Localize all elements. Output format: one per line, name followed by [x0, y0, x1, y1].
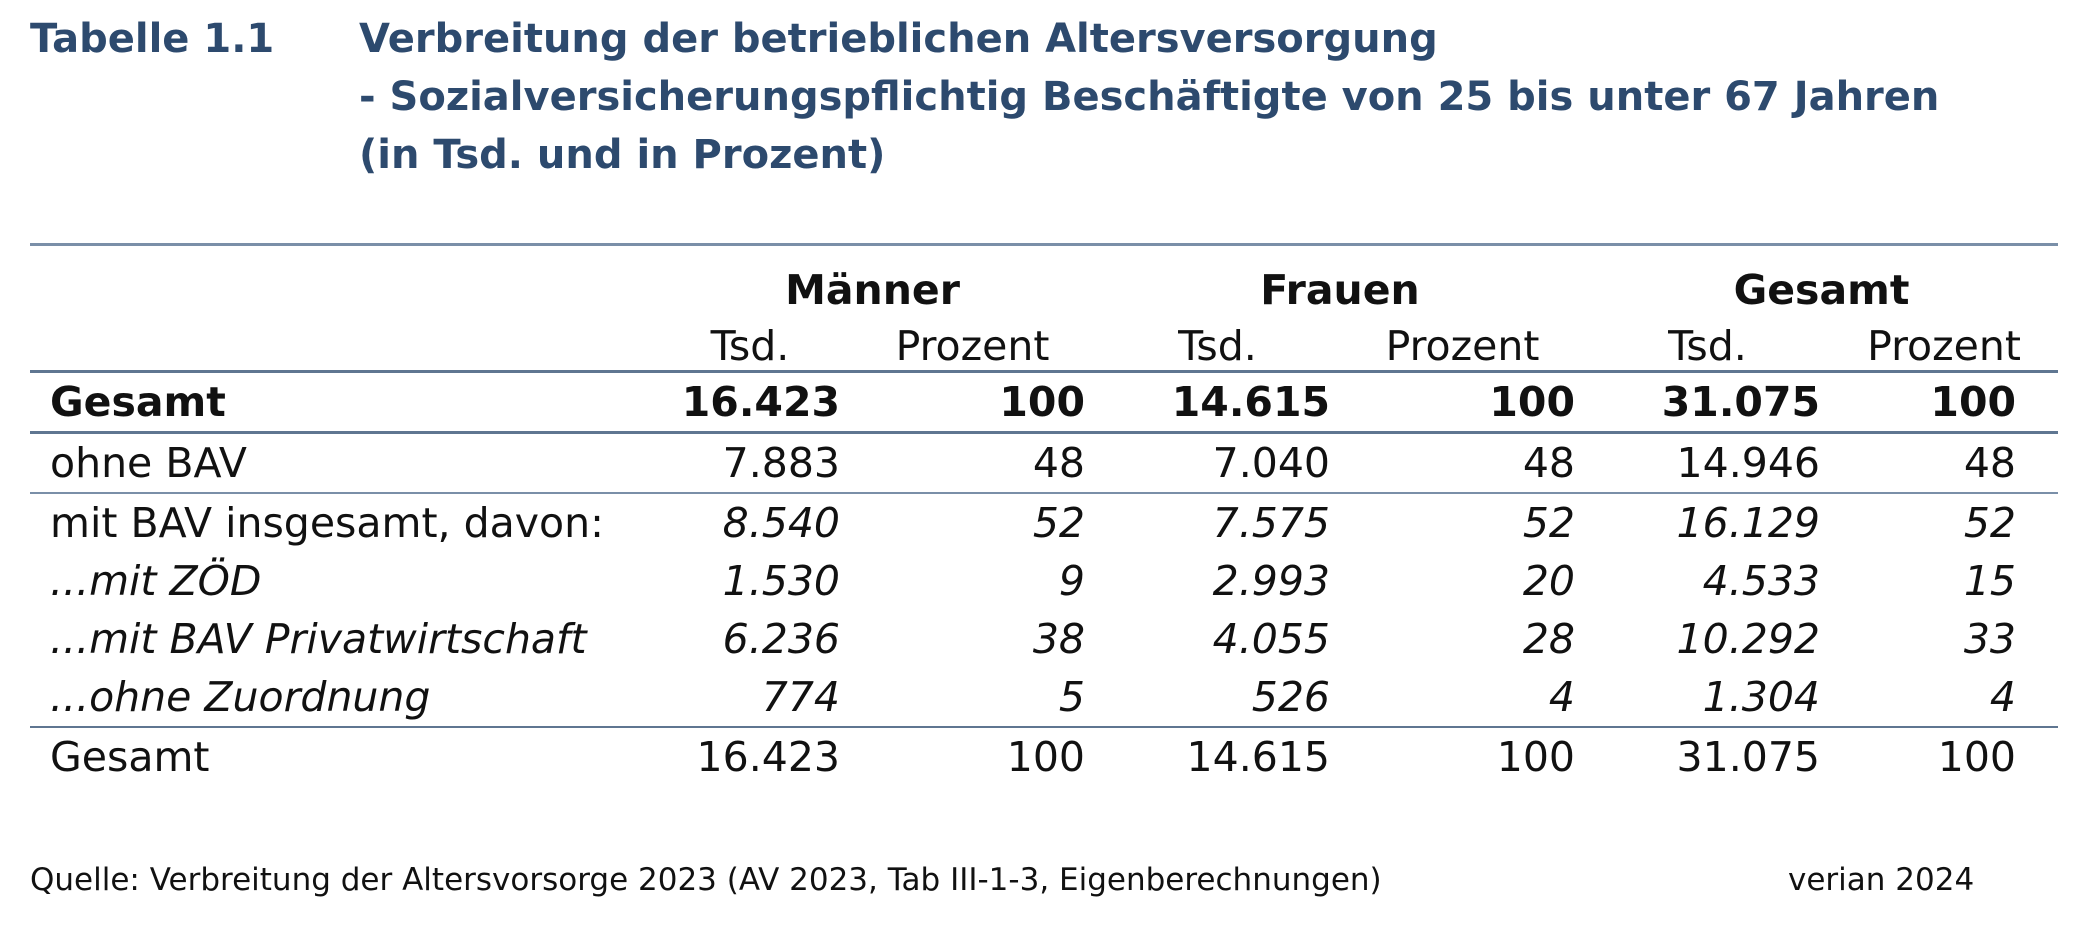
cell-value: 52 [1963, 499, 2017, 547]
table-title: Verbreitung der betrieblichen Altersvers… [359, 10, 1939, 184]
cell-value: 100 [1340, 371, 1585, 434]
subheader-prozent: Prozent [1830, 314, 2059, 373]
cell-value: 16.423 [696, 733, 840, 781]
group-header-maenner: Männer [650, 243, 1095, 314]
cell-value: 4.533 [1702, 557, 1820, 605]
cell-value: 2.993 [1212, 557, 1330, 605]
cell-value: 100 [1496, 733, 1575, 781]
title-line-1: Verbreitung der betrieblichen Altersvers… [359, 16, 1438, 62]
data-table: Männer Frauen Gesamt Tsd. Prozent Tsd. P… [30, 243, 2059, 786]
group-header-frauen: Frauen [1095, 243, 1585, 314]
table-row: ohne BAV 7.883 48 7.040 48 14.946 48 [30, 432, 2059, 494]
cell-value: 16.423 [650, 371, 850, 434]
cell-value: 4 [1830, 668, 2059, 728]
source-note: Quelle: Verbreitung der Altersvorsorge 2… [30, 862, 1382, 898]
cell-value: 774 [650, 668, 850, 728]
cell-value: 1.530 [722, 557, 840, 605]
title-line-3: (in Tsd. und in Prozent) [359, 132, 886, 178]
table-row: ...mit ZÖD 1.530 9 2.993 20 4.533 15 [30, 552, 2058, 610]
cell-value: 100 [1830, 371, 2059, 434]
cell-value: 14.615 [1095, 371, 1340, 434]
subheader-tsd: Tsd. [650, 314, 850, 373]
table-label: Tabelle 1.1 [30, 16, 275, 62]
row-label: Gesamt [50, 733, 210, 781]
sub-header-row: Tsd. Prozent Tsd. Prozent Tsd. Prozent [30, 314, 2059, 373]
cell-value: 48 [1340, 432, 1585, 494]
credit-note: verian 2024 [1788, 862, 1975, 898]
title-line-2: - Sozialversicherungspflichtig Beschäfti… [359, 74, 1940, 120]
row-label: ...mit BAV Privatwirtschaft [50, 615, 587, 663]
cell-value: 14.615 [1186, 733, 1330, 781]
subheader-tsd: Tsd. [1585, 314, 1830, 373]
cell-value: 48 [850, 432, 1095, 494]
row-label: ...mit ZÖD [50, 557, 262, 605]
cell-value: 33 [1963, 615, 2017, 663]
cell-value: 5 [850, 668, 1095, 728]
cell-value: 52 [1522, 499, 1575, 547]
data-table-container: Männer Frauen Gesamt Tsd. Prozent Tsd. P… [30, 243, 2059, 786]
cell-value: 100 [1006, 733, 1085, 781]
table-row: mit BAV insgesamt, davon: 8.540 52 7.575… [30, 493, 2058, 552]
row-label: ...ohne Zuordnung [30, 668, 650, 728]
cell-value: 1.304 [1585, 668, 1830, 728]
cell-value: 6.236 [722, 615, 840, 663]
cell-value: 14.946 [1585, 432, 1830, 494]
cell-value: 526 [1095, 668, 1340, 728]
table-row: ...mit BAV Privatwirtschaft 6.236 38 4.0… [30, 610, 2058, 668]
cell-value: 31.075 [1676, 733, 1820, 781]
subheader-tsd: Tsd. [1095, 314, 1340, 373]
group-header-row: Männer Frauen Gesamt [30, 243, 2059, 314]
cell-value: 4.055 [1212, 615, 1330, 663]
cell-value: 100 [1937, 733, 2017, 781]
row-label: ohne BAV [30, 432, 650, 494]
table-row: ...ohne Zuordnung 774 5 526 4 1.304 4 [30, 668, 2059, 728]
cell-value: 100 [850, 371, 1095, 434]
row-label: Gesamt [30, 371, 650, 434]
cell-value: 15 [1963, 557, 2017, 605]
cell-value: 28 [1522, 615, 1575, 663]
cell-value: 20 [1522, 557, 1575, 605]
table-row: Gesamt 16.423 100 14.615 100 31.075 100 [30, 727, 2058, 786]
row-label: mit BAV insgesamt, davon: [50, 499, 604, 547]
cell-value: 16.129 [1676, 499, 1820, 547]
subheader-prozent: Prozent [1340, 314, 1585, 373]
cell-value: 8.540 [722, 499, 840, 547]
subheader-prozent: Prozent [850, 314, 1095, 373]
cell-value: 10.292 [1676, 615, 1820, 663]
cell-value: 38 [1032, 615, 1085, 663]
cell-value: 48 [1830, 432, 2059, 494]
table-row: Gesamt 16.423 100 14.615 100 31.075 100 [30, 371, 2059, 434]
cell-value: 4 [1340, 668, 1585, 728]
cell-value: 52 [1032, 499, 1085, 547]
cell-value: 31.075 [1585, 371, 1830, 434]
corner-cell-sub [30, 314, 650, 373]
group-header-gesamt: Gesamt [1585, 243, 2059, 314]
cell-value: 7.883 [650, 432, 850, 494]
cell-value: 9 [1058, 557, 1085, 605]
cell-value: 7.040 [1095, 432, 1340, 494]
cell-value: 7.575 [1212, 499, 1330, 547]
corner-cell [30, 243, 650, 314]
